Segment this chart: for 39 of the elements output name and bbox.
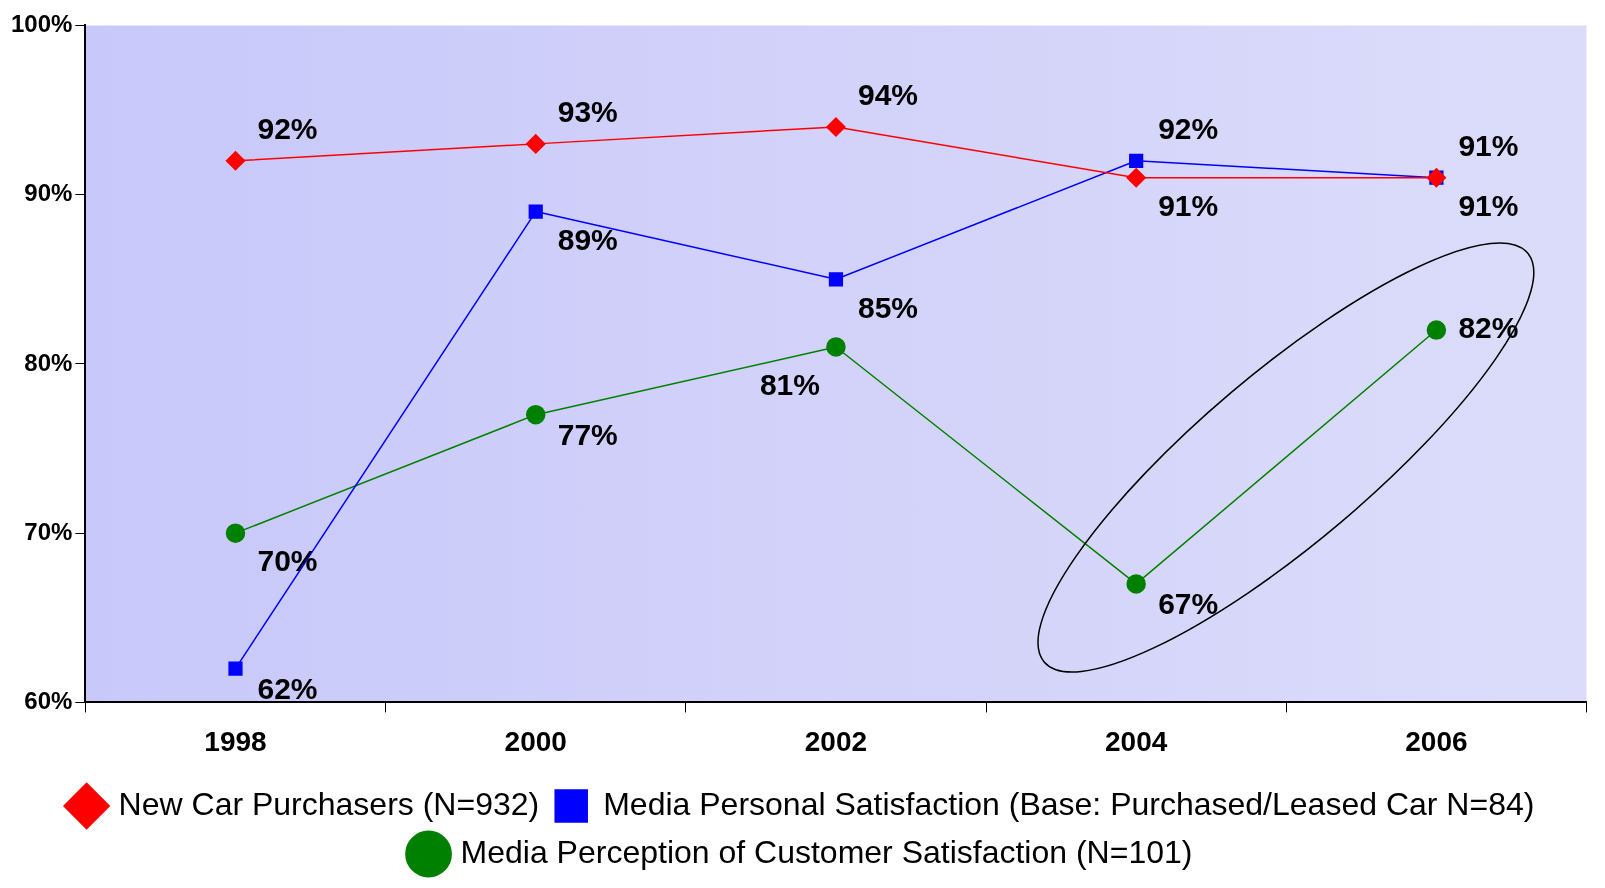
y-tick-label: 60% [24, 687, 73, 715]
point [528, 204, 543, 219]
data-label: 91% [1158, 188, 1219, 222]
point [225, 523, 246, 543]
data-label: 91% [1458, 188, 1519, 222]
legend-label: Media Personal Satisfaction (Base: Purchased/Leased Car N=84) [603, 785, 1535, 822]
data-label: 93% [557, 95, 618, 129]
point [525, 404, 546, 425]
point [1126, 574, 1146, 594]
point [1126, 167, 1146, 188]
legend-label: New Car Purchasers (N=932) [118, 785, 540, 822]
data-label: 89% [557, 222, 618, 256]
point [225, 151, 246, 171]
x-tick-label: 2002 [804, 725, 868, 757]
point [525, 134, 546, 154]
data-label: 91% [1458, 128, 1519, 162]
legend-label: Media Perception of Customer Satisfaction (N=101) [460, 833, 1193, 870]
data-label: 92% [1158, 112, 1219, 146]
data-label: 77% [557, 417, 618, 451]
x-tick-label: 2006 [1405, 725, 1468, 757]
point [826, 337, 846, 357]
y-tick-label: 70% [24, 517, 73, 545]
point [828, 272, 844, 287]
y-tick-label: 90% [24, 179, 73, 207]
data-label: 85% [857, 290, 918, 324]
data-label: 92% [257, 112, 318, 146]
point [826, 117, 846, 137]
x-tick-label: 2000 [504, 725, 567, 757]
y-tick-label: 100% [10, 10, 73, 38]
x-tick-label: 2004 [1105, 725, 1168, 757]
y-tick-label: 80% [24, 348, 73, 376]
data-label: 67% [1158, 587, 1219, 621]
point [1426, 320, 1447, 340]
data-label: 62% [257, 671, 318, 705]
point [228, 661, 243, 676]
x-tick-label: 1998 [204, 725, 267, 757]
data-label: 81% [759, 368, 820, 402]
point [1129, 153, 1144, 168]
data-label: 94% [857, 78, 918, 112]
